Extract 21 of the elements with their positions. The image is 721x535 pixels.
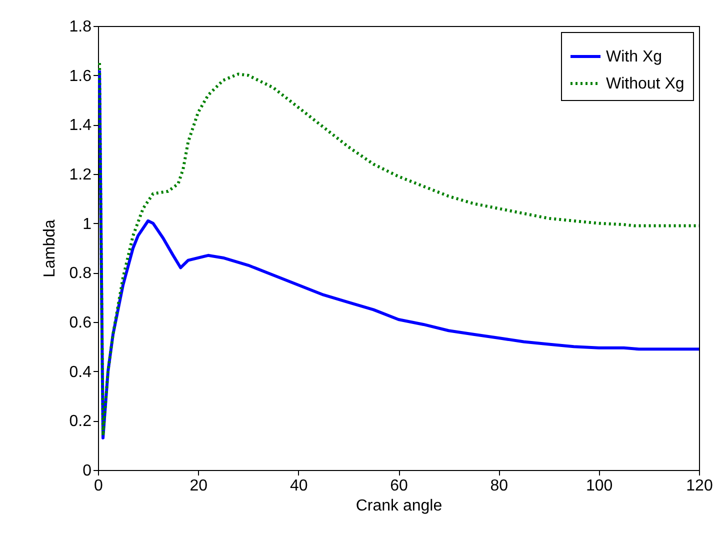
x-tick-label: 0 — [94, 478, 104, 494]
y-tick-label: 1.8 — [69, 18, 92, 36]
legend-label: With Xg — [606, 48, 662, 66]
y-tick-label: 0 — [82, 462, 92, 480]
x-tick-label: 60 — [390, 478, 408, 494]
y-tick-label: 0.2 — [69, 413, 92, 430]
y-tick-label: 0.8 — [69, 265, 92, 282]
y-tick-label: 1.6 — [69, 68, 92, 85]
legend-label: Without Xg — [606, 76, 684, 92]
x-tick-label: 20 — [190, 478, 208, 494]
x-tick-label: 40 — [290, 478, 308, 494]
y-tick-label: 0.6 — [69, 314, 92, 332]
x-tick-label: 120 — [686, 478, 713, 494]
x-axis-title: Crank angle — [356, 498, 442, 514]
y-tick-label: 0.4 — [69, 364, 92, 381]
y-axis-title: Lambda — [41, 219, 58, 278]
y-tick-label: 1.4 — [69, 117, 92, 134]
y-tick-label: 1.2 — [69, 166, 92, 184]
x-tick-label: 80 — [490, 478, 508, 494]
x-tick-label: 100 — [586, 478, 613, 494]
y-tick-label: 1 — [82, 216, 92, 233]
